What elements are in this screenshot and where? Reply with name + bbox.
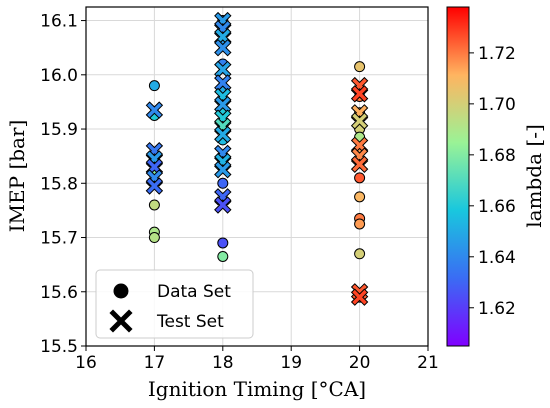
test-set-point <box>350 155 369 174</box>
x-tick-label: 17 <box>144 353 166 373</box>
plot-frame <box>85 6 429 347</box>
colorbar: 1.62 1.64 1.66 1.68 1.70 1.72 lambda [-] <box>446 6 546 347</box>
legend-label-data-set: Data Set <box>157 282 231 302</box>
y-tick-label: 15.8 <box>40 174 78 194</box>
y-tick-label: 15.6 <box>40 283 78 303</box>
test-set-point <box>214 125 232 144</box>
test-set-point <box>350 85 369 103</box>
colorbar-ticks: 1.62 1.64 1.66 1.68 1.70 1.72 <box>469 44 516 319</box>
legend-box <box>95 269 254 339</box>
x-tick-label: 19 <box>280 353 302 373</box>
colorbar-gradient <box>446 6 470 347</box>
legend-label-test-set: Test Set <box>156 312 224 332</box>
test-set-point <box>145 177 164 195</box>
data-set-point <box>217 251 229 263</box>
y-tick-label: 16.1 <box>40 12 78 32</box>
x-tick-label: 21 <box>417 353 439 373</box>
data-set-point <box>354 172 366 184</box>
y-tick-label: 15.7 <box>40 229 78 249</box>
test-set-point <box>214 74 232 92</box>
data-set-point <box>148 232 160 244</box>
data-set-point <box>148 199 160 211</box>
colorbar-tick-label: 1.68 <box>478 146 516 166</box>
test-set-point <box>214 38 232 57</box>
colorbar-tick-label: 1.70 <box>478 95 516 115</box>
data-set-point <box>354 61 366 73</box>
colorbar-tick-label: 1.62 <box>478 299 516 319</box>
test-set-points <box>145 11 369 306</box>
test-set-point <box>214 160 232 179</box>
data-set-point <box>354 248 366 260</box>
data-set-point <box>354 218 366 230</box>
y-tick-label: 15.5 <box>40 337 78 357</box>
y-tick-label: 15.9 <box>40 120 78 140</box>
axis-ticks: 16 17 18 19 20 21 15.5 15.6 15.7 15.8 15.9 16.0 16.1 <box>40 12 439 373</box>
data-set-point <box>217 177 229 189</box>
y-tick-label: 16.0 <box>40 66 78 86</box>
colorbar-tick-label: 1.64 <box>478 248 516 268</box>
x-tick-label: 18 <box>212 353 234 373</box>
test-set-point <box>350 112 369 130</box>
test-set-point <box>214 95 232 114</box>
x-tick-label: 16 <box>75 353 97 373</box>
data-set-point <box>354 191 366 203</box>
test-set-point <box>145 101 164 119</box>
legend: Data Set Test Set <box>95 269 254 339</box>
test-set-point <box>350 288 369 306</box>
data-set-point <box>148 80 160 92</box>
test-set-point <box>214 196 232 214</box>
x-tick-label: 20 <box>349 353 371 373</box>
colorbar-tick-label: 1.72 <box>478 44 516 64</box>
colorbar-tick-label: 1.66 <box>478 197 516 217</box>
data-set-point <box>217 237 229 249</box>
test-set-point <box>214 60 232 79</box>
y-axis-label: IMEP [bar] <box>5 120 29 233</box>
legend-circle-marker <box>113 283 129 299</box>
x-axis-label: Ignition Timing [°CA] <box>148 377 366 401</box>
colorbar-label: lambda [-] <box>522 124 546 228</box>
legend-x-marker <box>109 309 133 333</box>
